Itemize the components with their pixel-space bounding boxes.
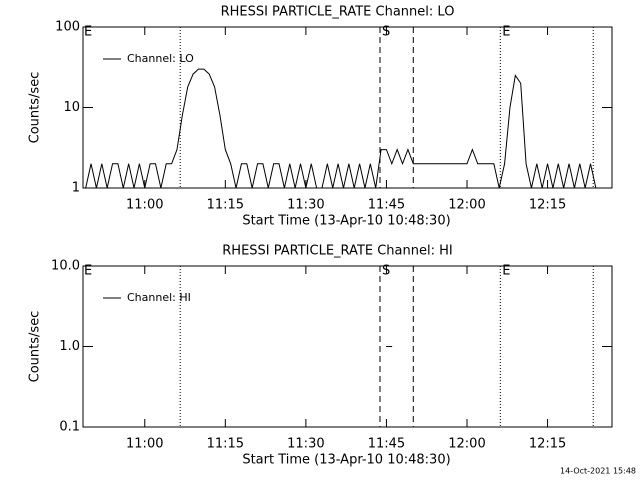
y-axis-label: Counts/sec <box>28 72 43 144</box>
edge-label: E <box>84 264 92 279</box>
x-axis-label: Start Time (13-Apr-10 10:48:30) <box>242 453 450 468</box>
edge-label: E <box>84 25 92 40</box>
x-tick-label: 11:30 <box>287 198 324 213</box>
chart-title: RHESSI PARTICLE_RATE Channel: HI <box>222 244 452 259</box>
event-label: S <box>382 25 390 40</box>
y-tick-label: 0.1 <box>59 420 80 435</box>
event-label: S <box>382 264 390 279</box>
x-axis-label: Start Time (13-Apr-10 10:48:30) <box>242 214 450 229</box>
x-tick-label: 12:15 <box>529 198 566 213</box>
y-tick-label: 10.0 <box>51 259 80 274</box>
y-tick-label: 1 <box>72 181 80 196</box>
x-tick-label: 12:15 <box>529 437 566 452</box>
x-tick-label: 11:45 <box>368 198 405 213</box>
x-tick-label: 11:15 <box>207 198 244 213</box>
x-tick-label: 11:30 <box>287 437 324 452</box>
x-tick-label: 11:45 <box>368 437 405 452</box>
x-tick-label: 11:00 <box>126 198 163 213</box>
event-label: E <box>502 25 510 40</box>
y-tick-label: 10 <box>63 100 80 115</box>
y-tick-label: 100 <box>55 20 80 35</box>
y-tick-label: 1.0 <box>59 339 80 354</box>
legend-label: Channel: LO <box>127 52 194 65</box>
footer: 14-Oct-2021 15:48 <box>560 467 636 476</box>
x-tick-label: 12:00 <box>448 437 485 452</box>
chart-title: RHESSI PARTICLE_RATE Channel: LO <box>221 5 455 20</box>
x-tick-label: 12:00 <box>448 198 485 213</box>
data-line <box>85 68 607 189</box>
x-tick-label: 11:00 <box>126 437 163 452</box>
y-axis-label: Counts/sec <box>28 311 43 383</box>
event-label: E <box>502 264 510 279</box>
x-tick-label: 11:15 <box>207 437 244 452</box>
legend-label: Channel: HI <box>127 291 191 304</box>
